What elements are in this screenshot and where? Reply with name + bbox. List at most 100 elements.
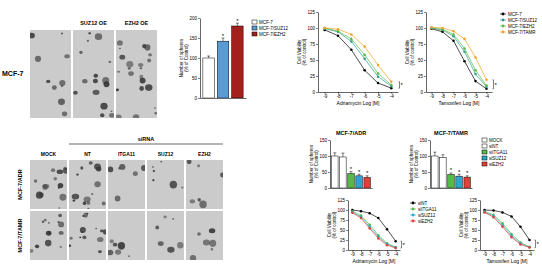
data-point (394, 247, 397, 250)
tick-mark (478, 250, 480, 251)
legend-marker (412, 220, 415, 223)
x-axis: -9-8-7-6-5-4 (319, 92, 399, 99)
legend-swatch (482, 156, 487, 160)
data-point (337, 28, 340, 31)
micrograph (30, 30, 71, 118)
data-point (430, 26, 433, 29)
sphere-blob (98, 250, 102, 253)
sphere-blob (51, 168, 55, 172)
tick-mark (316, 44, 318, 45)
tick: 50 (310, 58, 318, 63)
data-line (432, 28, 487, 87)
tick-label: 100 (319, 154, 327, 159)
sphere-blob (34, 179, 37, 182)
sphere-blob (152, 166, 154, 168)
tick: 100 (319, 154, 330, 159)
tick: -4 (394, 250, 398, 257)
sphere-blob (115, 249, 121, 254)
plot-area (351, 209, 397, 250)
micrograph (30, 211, 67, 260)
error-bar (433, 152, 436, 156)
tick-label: -4 (485, 94, 489, 99)
sphere-blob (42, 184, 48, 190)
data-point (485, 84, 488, 87)
data-point (377, 75, 380, 78)
sphere-blob (128, 71, 134, 76)
data-point (528, 246, 531, 249)
sphere-blob (59, 231, 64, 235)
tick: 25 (340, 238, 348, 243)
legend-swatch (482, 150, 487, 154)
sphere-blob (93, 90, 100, 95)
sphere-blob (126, 61, 133, 67)
data-point (360, 217, 363, 220)
error-bar (333, 153, 336, 156)
tick: 100 (469, 208, 480, 213)
x-axis-title: Adriamycin Log [M] (337, 100, 380, 106)
data-point (350, 33, 353, 36)
sphere-blob (60, 246, 62, 248)
column-label: MOCK (41, 151, 57, 157)
x-axis (431, 188, 473, 189)
sphere-blob (170, 181, 177, 189)
sphere-blob (209, 228, 215, 233)
significance-label: * (222, 33, 225, 39)
sphere-blob (152, 179, 154, 181)
tick-mark (198, 58, 200, 59)
tick-label: 100 (415, 26, 423, 31)
sphere-blob (87, 201, 91, 205)
y-axis-title: Cell Viability (297, 39, 302, 64)
tick-label: 100 (307, 26, 315, 31)
tick-mark (328, 156, 330, 157)
data-point (463, 47, 466, 50)
tick-mark (478, 240, 480, 241)
legend-line (410, 215, 416, 216)
sphere-blob (145, 84, 152, 91)
axis-line (319, 92, 399, 93)
bar (340, 157, 346, 188)
axis-line (349, 250, 401, 251)
data-point (394, 246, 397, 249)
tick-label: 150 (419, 138, 427, 143)
tick-label: 25 (472, 238, 478, 243)
tick: -8 (359, 250, 363, 257)
micrograph-background (147, 211, 184, 260)
tick-mark (198, 18, 200, 19)
tick: 125 (337, 198, 348, 203)
sphere-blob (139, 86, 144, 91)
bar (332, 156, 338, 188)
data-point (350, 40, 353, 43)
data-point (441, 27, 444, 30)
sphere-blob (64, 54, 69, 58)
tick-mark (346, 230, 348, 231)
data-point (492, 216, 495, 219)
row-label: MCF-7/ADR (17, 169, 23, 199)
tick-label: 100 (469, 208, 477, 213)
tick-mark (346, 240, 348, 241)
legend-swatch (482, 144, 487, 148)
tick-label: 0 (342, 248, 345, 253)
tick-label: 50 (310, 58, 316, 63)
tick-label: -6 (363, 94, 367, 99)
tick: 75 (472, 218, 480, 223)
sphere-blob (147, 59, 151, 63)
tick: 75 (340, 218, 348, 223)
sphere-blob (110, 239, 114, 243)
y-axis-title: (% of Control) (184, 44, 189, 72)
column-label: NT (84, 151, 91, 157)
sphere-blob (35, 245, 39, 249)
legend-marker (502, 31, 505, 34)
sphere-blob (46, 231, 52, 236)
y-axis-title: (% of control) (464, 211, 469, 238)
column-label: EZH2 OE (125, 20, 149, 26)
sphere-blob (113, 243, 118, 247)
data-point (386, 228, 389, 231)
tick-mark (424, 76, 426, 77)
data-point (363, 54, 366, 57)
sphere-blob (109, 113, 114, 118)
tick: 50 (340, 228, 348, 233)
tick-label: 0 (420, 90, 423, 95)
legend-swatch (252, 26, 257, 30)
micrograph (116, 30, 157, 118)
data-point (377, 64, 380, 67)
